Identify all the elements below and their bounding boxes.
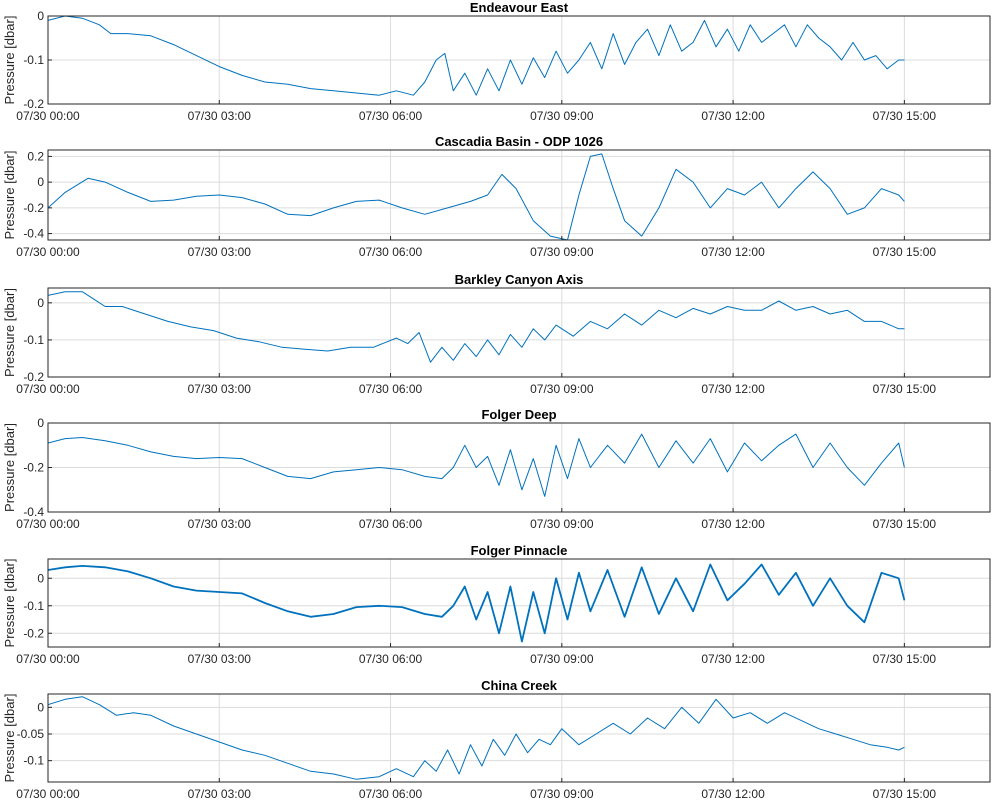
x-tick-label: 07/30 09:00 [530, 652, 594, 666]
pressure-series-line [48, 15, 905, 96]
y-tick-label: 0 [37, 571, 44, 585]
x-tick-label: 07/30 03:00 [188, 652, 252, 666]
x-tick-label: 07/30 15:00 [873, 382, 937, 396]
x-tick-label: 07/30 09:00 [530, 787, 594, 801]
x-tick-label: 07/30 00:00 [16, 109, 80, 123]
x-tick-label: 07/30 09:00 [530, 109, 594, 123]
x-tick-label: 07/30 12:00 [701, 787, 765, 801]
y-tick-label: -0.1 [23, 333, 44, 347]
chart-title: Endeavour East [470, 0, 569, 15]
y-tick-label: -0.4 [23, 227, 44, 241]
y-axis-label: Pressure [dbar] [2, 288, 17, 377]
plot-area [48, 559, 990, 647]
x-tick-label: 07/30 09:00 [530, 245, 594, 259]
x-tick-label: 07/30 00:00 [16, 787, 80, 801]
x-tick-label: 07/30 12:00 [701, 517, 765, 531]
x-tick-label: 07/30 12:00 [701, 382, 765, 396]
y-tick-label: -0.4 [23, 505, 44, 519]
x-tick-label: 07/30 06:00 [359, 517, 423, 531]
chart-title: Barkley Canyon Axis [455, 272, 584, 287]
y-axis-label: Pressure [dbar] [2, 151, 17, 240]
y-tick-label: 0 [37, 175, 44, 189]
y-axis-label: Pressure [dbar] [2, 423, 17, 512]
x-tick-label: 07/30 00:00 [16, 382, 80, 396]
pressure-series-line [48, 153, 905, 241]
x-tick-label: 07/30 06:00 [359, 382, 423, 396]
x-tick-label: 07/30 06:00 [359, 109, 423, 123]
y-axis-label: Pressure [dbar] [2, 559, 17, 648]
plot-area [48, 288, 990, 377]
chart-panel: 07/30 00:00 07/30 03:00 07/30 06:00 07/30 0… [2, 678, 991, 801]
x-tick-label: 07/30 06:00 [359, 652, 423, 666]
axes-box [47, 693, 991, 783]
y-tick-label: -0.05 [17, 727, 45, 741]
x-tick-label: 07/30 03:00 [188, 245, 252, 259]
x-tick-label: 07/30 03:00 [188, 109, 252, 123]
pressure-series-line [48, 563, 906, 643]
x-tick-label: 07/30 12:00 [701, 245, 765, 259]
x-tick-label: 07/30 03:00 [188, 517, 252, 531]
chart-panel: 07/30 00:00 07/30 03:00 07/30 06:00 07/30 0… [2, 272, 991, 396]
x-tick-label: 07/30 00:00 [16, 245, 80, 259]
x-tick-label: 07/30 06:00 [359, 787, 423, 801]
y-tick-label: 0.2 [27, 149, 44, 163]
y-tick-label: -0.2 [23, 626, 44, 640]
x-tick-label: 07/30 12:00 [701, 652, 765, 666]
x-tick-label: 07/30 00:00 [16, 652, 80, 666]
chart-title: China Creek [481, 678, 558, 693]
pressure-series-line [48, 291, 905, 363]
chart-title: Folger Pinnacle [471, 543, 568, 558]
chart-title: Cascadia Basin - ODP 1026 [435, 134, 603, 149]
x-tick-label: 07/30 03:00 [188, 787, 252, 801]
chart-title: Folger Deep [481, 407, 556, 422]
y-tick-label: 0 [37, 700, 44, 714]
x-tick-label: 07/30 00:00 [16, 517, 80, 531]
y-tick-label: 0 [37, 9, 44, 23]
y-tick-label: 0 [37, 416, 44, 430]
x-tick-label: 07/30 12:00 [701, 109, 765, 123]
axes-box [47, 287, 991, 378]
pressure-series-line [48, 433, 905, 497]
y-tick-label: -0.2 [23, 201, 44, 215]
x-tick-label: 07/30 15:00 [873, 109, 937, 123]
axes-box [47, 149, 991, 241]
x-tick-label: 07/30 15:00 [873, 245, 937, 259]
y-tick-label: -0.1 [23, 599, 44, 613]
chart-panel: 07/30 00:00 07/30 03:00 07/30 06:00 07/30 0… [2, 407, 991, 531]
chart-panel: 07/30 00:00 07/30 03:00 07/30 06:00 07/30 0… [2, 134, 991, 259]
y-tick-label: -0.2 [23, 370, 44, 384]
axes-box [47, 558, 991, 648]
y-tick-label: 0 [37, 296, 44, 310]
y-axis-label: Pressure [dbar] [2, 694, 17, 783]
y-tick-label: -0.1 [23, 53, 44, 67]
x-tick-label: 07/30 15:00 [873, 517, 937, 531]
chart-panel: 07/30 00:00 07/30 03:00 07/30 06:00 07/30 0… [2, 543, 991, 666]
x-tick-label: 07/30 03:00 [188, 382, 252, 396]
x-tick-label: 07/30 15:00 [873, 787, 937, 801]
x-tick-label: 07/30 15:00 [873, 652, 937, 666]
chart-panel: 07/30 00:00 07/30 03:00 07/30 06:00 07/30 0… [2, 0, 991, 123]
y-tick-label: -0.2 [23, 97, 44, 111]
y-tick-label: -0.2 [23, 461, 44, 475]
x-tick-label: 07/30 09:00 [530, 517, 594, 531]
x-tick-label: 07/30 09:00 [530, 382, 594, 396]
pressure-series-line [48, 696, 905, 780]
x-tick-label: 07/30 06:00 [359, 245, 423, 259]
y-axis-label: Pressure [dbar] [2, 16, 17, 105]
y-tick-label: -0.1 [23, 754, 44, 768]
